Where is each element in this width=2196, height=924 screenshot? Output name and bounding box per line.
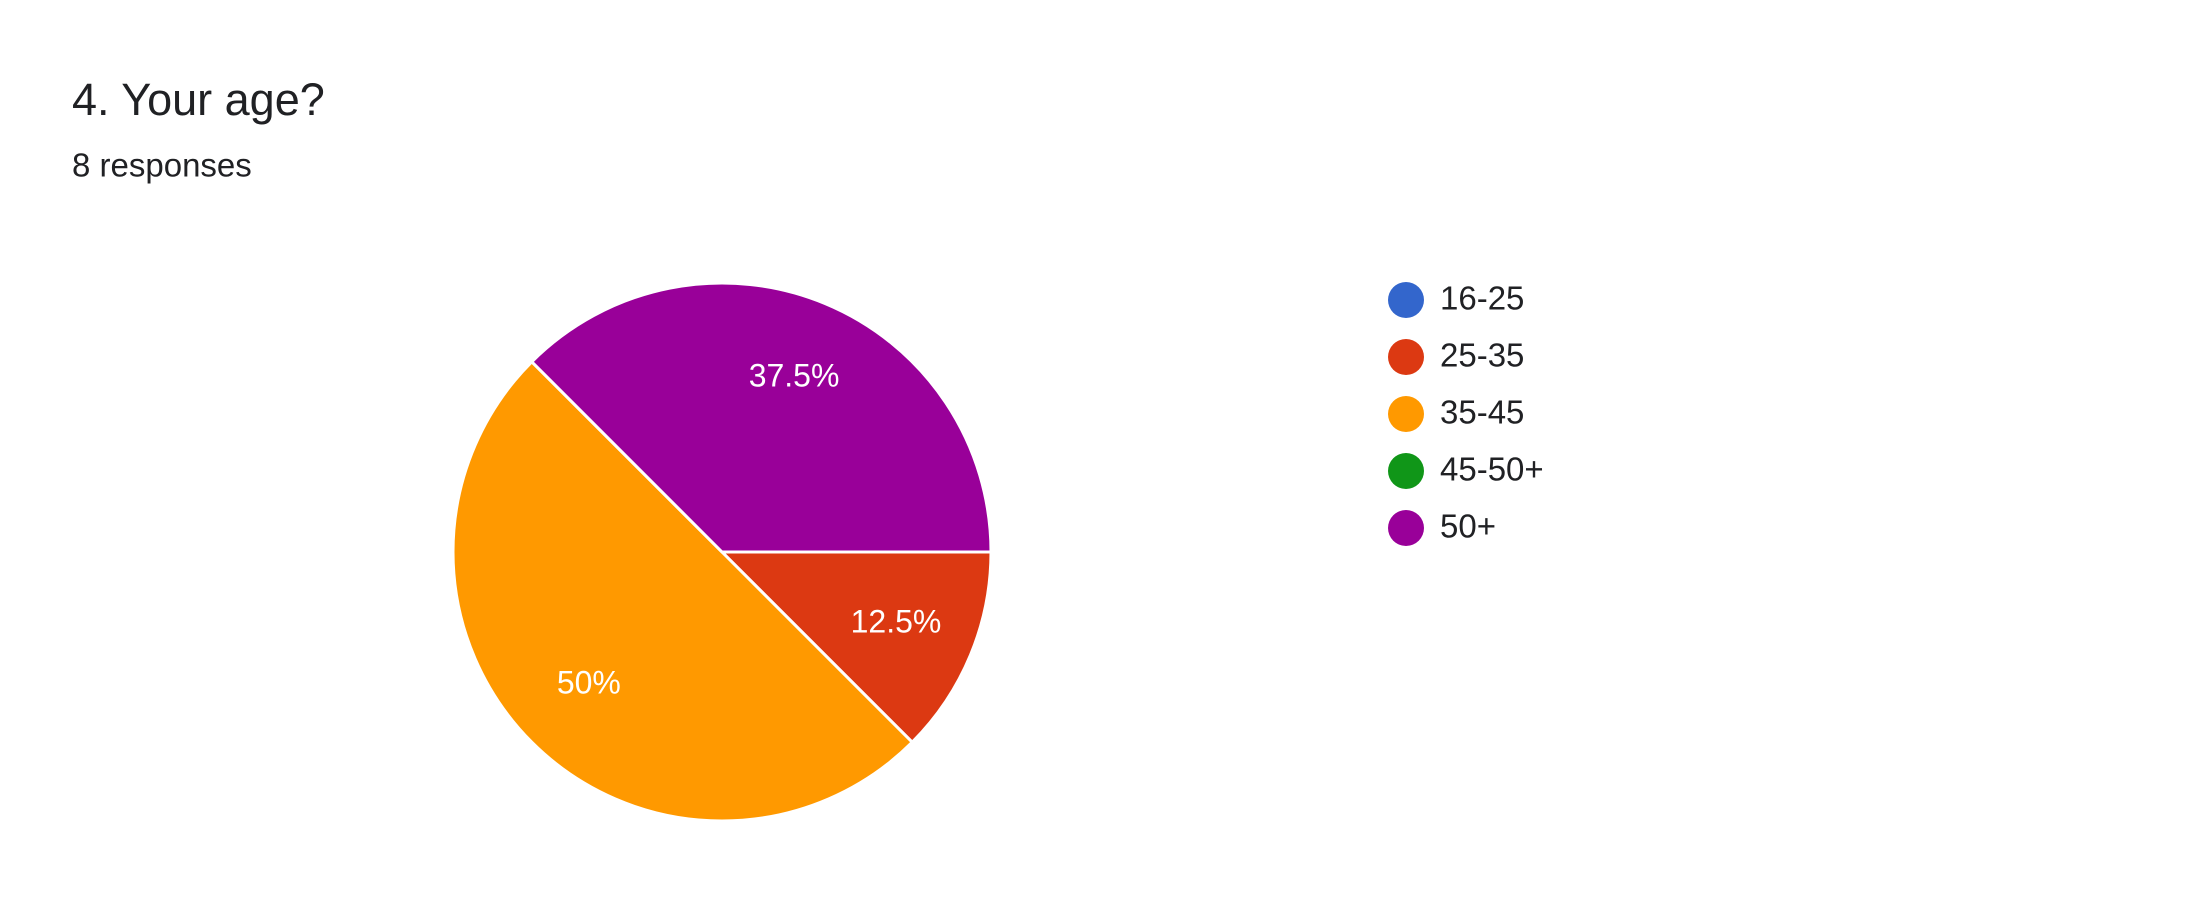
legend-swatch	[1388, 396, 1424, 432]
pie-slice	[451, 359, 915, 823]
slice-label: 12.5%	[851, 604, 942, 640]
legend-label: 25-35	[1440, 337, 1524, 374]
legend-swatch	[1388, 453, 1424, 489]
pie-slice	[529, 281, 993, 554]
legend-label: 16-25	[1440, 280, 1524, 317]
slice-label: 50%	[557, 665, 621, 701]
legend-swatch	[1388, 282, 1424, 318]
chart-subtitle: 8 responses	[72, 147, 252, 184]
legend-swatch	[1388, 339, 1424, 375]
legend-label: 50+	[1440, 508, 1496, 545]
pie-slice	[718, 550, 993, 745]
legend-label: 35-45	[1440, 394, 1524, 431]
chart-title: 4. Your age?	[72, 74, 325, 125]
legend-label: 45-50+	[1440, 451, 1544, 488]
legend-swatch	[1388, 510, 1424, 546]
slice-label: 37.5%	[749, 357, 840, 393]
